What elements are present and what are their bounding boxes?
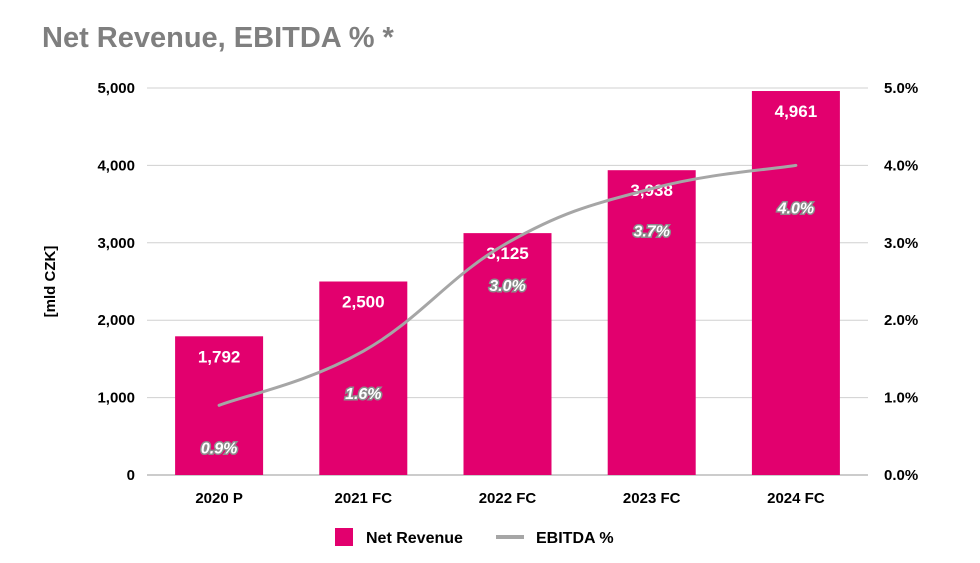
y-tick-label-left: 5,000 — [97, 80, 135, 97]
line-value-label: 0.9% — [201, 440, 237, 457]
bar — [463, 233, 552, 475]
bar-value-label: 4,961 — [775, 102, 818, 121]
ebitda-line — [217, 163, 798, 407]
chart-title: Net Revenue, EBITDA % * — [42, 22, 394, 54]
bar — [607, 170, 696, 476]
y-tick-label-right: 2.0% — [884, 312, 918, 329]
legend-label-line: EBITDA % — [536, 530, 614, 547]
x-tick-label: 2023 FC — [623, 490, 681, 507]
x-tick-label: 2022 FC — [479, 490, 537, 507]
y-tick-label-left: 4,000 — [97, 157, 135, 174]
bar — [751, 91, 840, 475]
y-tick-label-right: 5.0% — [884, 80, 918, 97]
bar-value-label: 2,500 — [342, 293, 385, 312]
x-tick-label: 2024 FC — [767, 490, 825, 507]
x-tick-label: 2021 FC — [335, 490, 393, 507]
legend-label-bar: Net Revenue — [366, 530, 463, 547]
y-tick-label-left: 1,000 — [97, 390, 135, 407]
line-value-label: 1.6% — [345, 386, 381, 403]
line-value-label: 4.0% — [777, 200, 814, 217]
y-axis-label: [mld CZK] — [42, 246, 59, 318]
y-tick-label-left: 0 — [127, 467, 135, 484]
y-tick-label-right: 3.0% — [884, 235, 918, 252]
bar — [319, 281, 408, 475]
line-value-label: 3.7% — [633, 224, 669, 241]
y-tick-label-left: 2,000 — [97, 312, 135, 329]
legend-swatch-bar — [335, 528, 353, 546]
bar-value-label: 1,792 — [198, 347, 241, 366]
bar-value-label: 3,125 — [486, 244, 529, 263]
line-value-label: 3.0% — [489, 278, 525, 295]
y-tick-label-left: 3,000 — [97, 235, 135, 252]
y-tick-label-right: 0.0% — [884, 467, 918, 484]
y-tick-label-right: 1.0% — [884, 390, 918, 407]
y-tick-label-right: 4.0% — [884, 157, 918, 174]
x-tick-label: 2020 P — [195, 490, 243, 507]
